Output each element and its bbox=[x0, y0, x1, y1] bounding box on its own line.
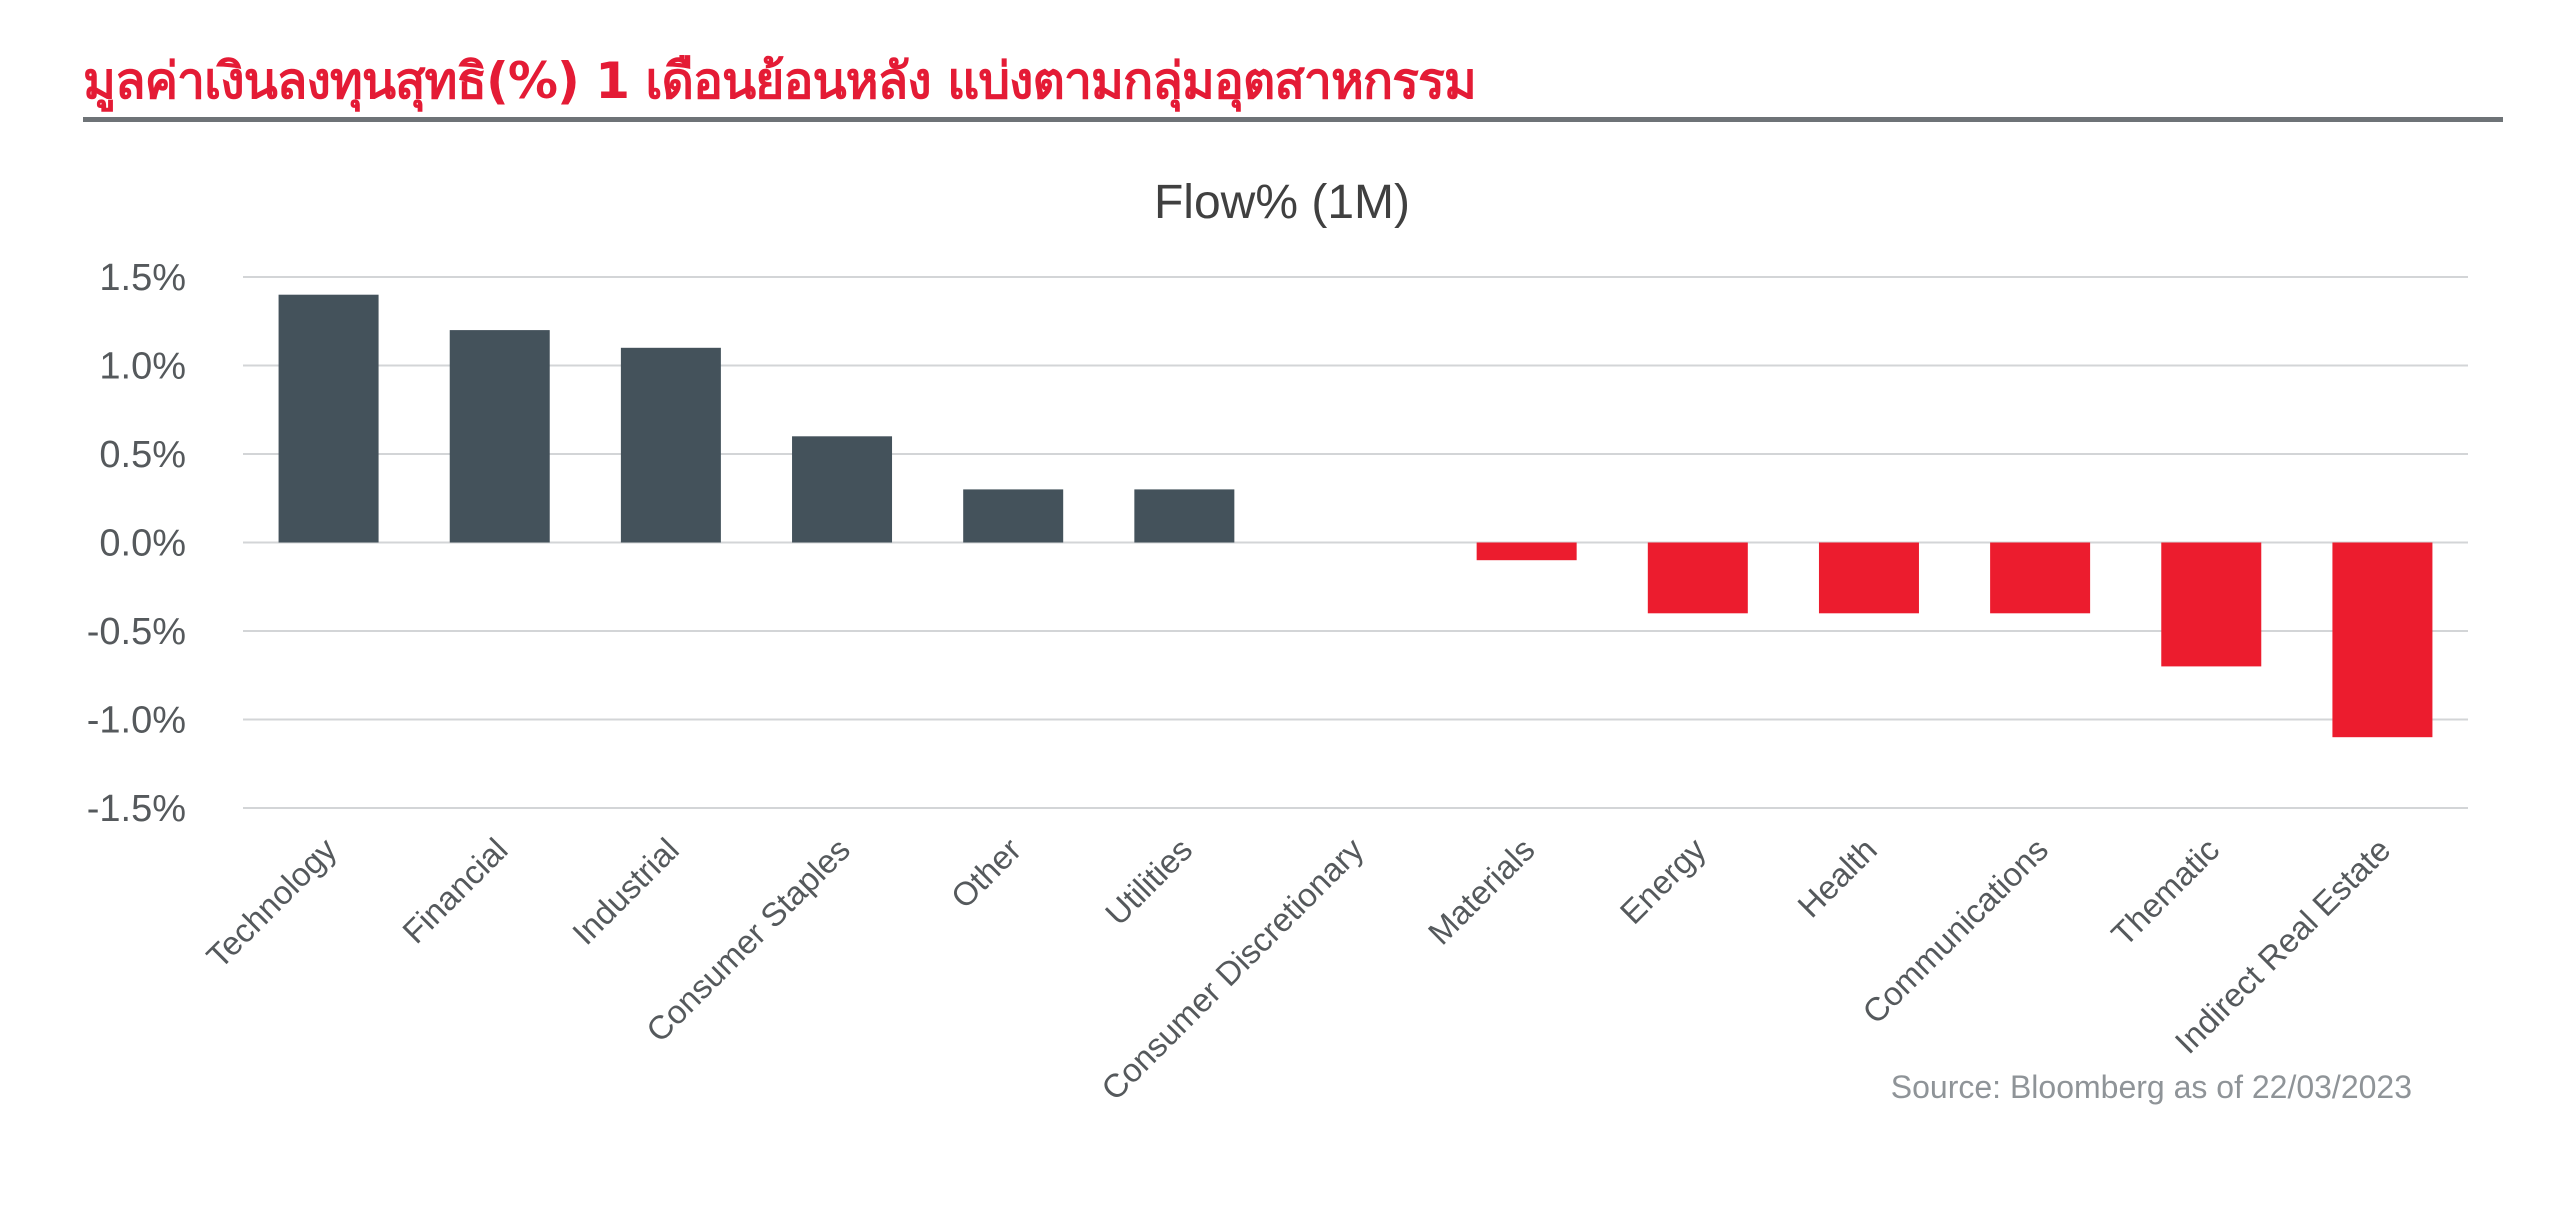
y-tick-label: 0.0% bbox=[99, 523, 186, 565]
bar-technology bbox=[278, 294, 379, 543]
y-tick-label: 1.0% bbox=[99, 346, 186, 388]
bar-financial bbox=[449, 330, 550, 543]
x-tick-label: Energy bbox=[1613, 830, 1713, 930]
y-tick-label: -1.5% bbox=[87, 788, 186, 830]
bar-indirect-real-estate bbox=[2332, 542, 2433, 738]
bar-materials bbox=[1476, 542, 1577, 561]
bar-utilities bbox=[1134, 489, 1235, 543]
bar-other bbox=[963, 489, 1064, 543]
bar-health bbox=[1818, 542, 1919, 614]
y-tick-label: -1.0% bbox=[87, 700, 186, 742]
chart-title: Flow% (1M) bbox=[1154, 176, 1410, 229]
source-note: Source: Bloomberg as of 22/03/2023 bbox=[1891, 1069, 2412, 1105]
x-tick-label: Industrial bbox=[565, 831, 686, 952]
gridlines bbox=[243, 276, 2468, 809]
x-tick-label: Utilities bbox=[1098, 831, 1199, 932]
x-tick-label: Health bbox=[1790, 831, 1884, 925]
page-title: มูลค่าเงินลงทุนสุทธิ(%) 1 เดือนย้อนหลัง … bbox=[83, 52, 1477, 110]
y-axis-tick-labels: 1.5% 1.0% 0.5% 0.0% -0.5% -1.0% -1.5% bbox=[87, 257, 186, 830]
y-tick-label: 0.5% bbox=[99, 434, 186, 476]
x-tick-label: Technology bbox=[199, 830, 344, 975]
x-tick-label: Financial bbox=[395, 831, 515, 951]
bars bbox=[278, 294, 2433, 738]
y-tick-label: 1.5% bbox=[99, 257, 186, 299]
bar-industrial bbox=[620, 347, 721, 543]
x-tick-label: Materials bbox=[1421, 831, 1542, 952]
x-tick-label: Thematic bbox=[2104, 831, 2226, 953]
page-header: มูลค่าเงินลงทุนสุทธิ(%) 1 เดือนย้อนหลัง … bbox=[83, 30, 2503, 122]
bar-consumer-staples bbox=[792, 436, 893, 543]
x-tick-label: Other bbox=[944, 831, 1029, 916]
y-tick-label: -0.5% bbox=[87, 611, 186, 653]
x-tick-label: Communications bbox=[1855, 831, 2055, 1031]
bar-thematic bbox=[2161, 542, 2262, 667]
bar-energy bbox=[1647, 542, 1748, 614]
bar-communications bbox=[1990, 542, 2091, 614]
